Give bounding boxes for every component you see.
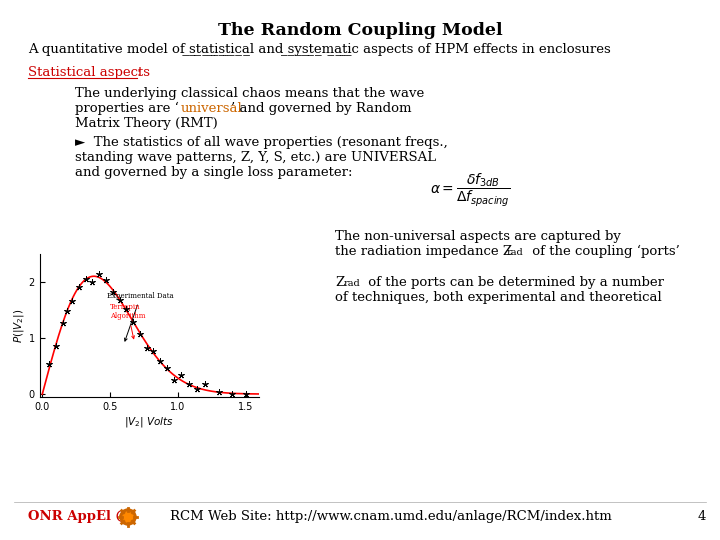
Circle shape — [120, 509, 136, 525]
Text: The Random Coupling Model: The Random Coupling Model — [217, 22, 503, 39]
Text: ►  The statistics of all wave properties (resonant freqs.,: ► The statistics of all wave properties … — [75, 136, 448, 149]
X-axis label: $|V_2|$ $Volts$: $|V_2|$ $Volts$ — [125, 415, 174, 429]
Text: of the coupling ‘ports’: of the coupling ‘ports’ — [528, 245, 680, 258]
Text: Statistical aspects: Statistical aspects — [28, 66, 150, 79]
Text: rad: rad — [507, 248, 523, 257]
Text: ONR AppEl @: ONR AppEl @ — [28, 510, 129, 523]
Y-axis label: $P(|V_2|)$: $P(|V_2|)$ — [12, 308, 26, 342]
Text: the radiation impedance Z: the radiation impedance Z — [335, 245, 512, 258]
Text: universal: universal — [181, 102, 243, 115]
Text: Experimental Data: Experimental Data — [107, 292, 174, 341]
Text: 4: 4 — [698, 510, 706, 523]
Text: The non-universal aspects are captured by: The non-universal aspects are captured b… — [335, 230, 621, 243]
Text: ’ and governed by Random: ’ and governed by Random — [231, 102, 412, 115]
Text: Matrix Theory (RMT): Matrix Theory (RMT) — [75, 117, 217, 130]
Text: and governed by a single loss parameter:: and governed by a single loss parameter: — [75, 166, 353, 179]
Text: Terrapin
Algorithm: Terrapin Algorithm — [110, 303, 145, 339]
Text: :: : — [137, 66, 142, 79]
Text: of techniques, both experimental and theoretical: of techniques, both experimental and the… — [335, 291, 662, 304]
Text: The underlying classical chaos means that the wave: The underlying classical chaos means tha… — [75, 87, 424, 100]
Text: rad: rad — [344, 279, 361, 288]
Text: standing wave patterns, Z, Y, S, etc.) are UNIVERSAL: standing wave patterns, Z, Y, S, etc.) a… — [75, 151, 436, 164]
Text: RCM Web Site: http://www.cnam.umd.edu/anlage/RCM/index.htm: RCM Web Site: http://www.cnam.umd.edu/an… — [170, 510, 612, 523]
Text: A quantitative model of ̲s̲t̲a̲t̲i̲s̲t̲i̲c̲a̲l and ̲s̲y̲s̲t̲e̲m̲a̲t̲i̲c aspects : A quantitative model of ̲s̲t̲a̲t̲i̲s̲t̲i… — [28, 43, 611, 56]
Text: properties are ‘: properties are ‘ — [75, 102, 179, 115]
Circle shape — [123, 512, 133, 522]
Text: Z: Z — [335, 276, 344, 289]
Text: of the ports can be determined by a number: of the ports can be determined by a numb… — [364, 276, 664, 289]
Text: $\alpha = \dfrac{\delta f_{3dB}}{\Delta f_{spacing}}$: $\alpha = \dfrac{\delta f_{3dB}}{\Delta … — [430, 172, 510, 209]
